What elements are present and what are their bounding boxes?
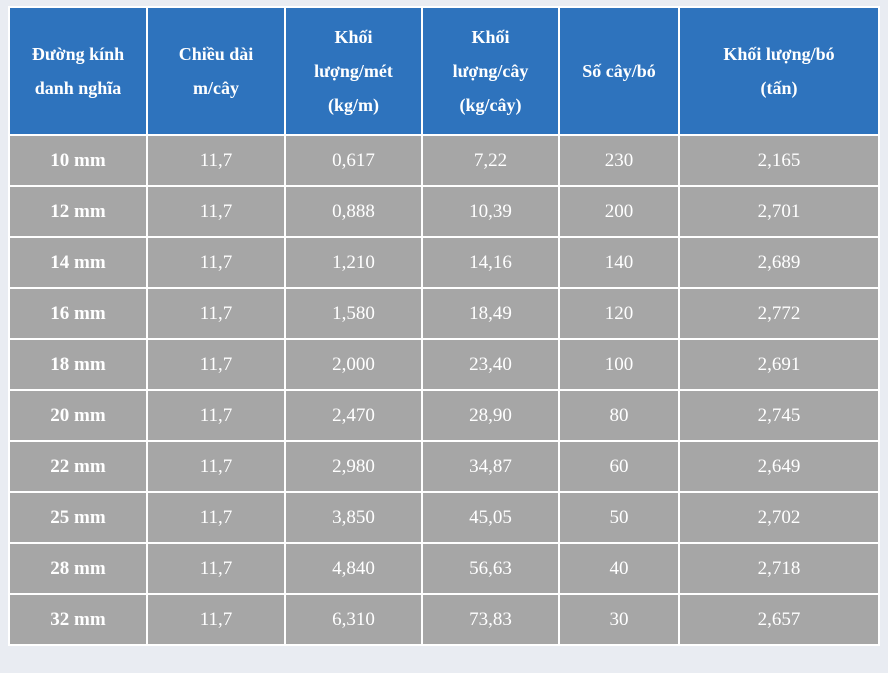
cell-diameter: 25 mm (8, 491, 148, 544)
cell-diameter: 10 mm (8, 134, 148, 187)
cell-weight-per-bar: 45,05 (421, 491, 560, 544)
header-nominal-diameter: Đường kính danh nghĩa (8, 6, 148, 136)
cell-bars-per-bundle: 230 (558, 134, 680, 187)
cell-length: 11,7 (146, 389, 286, 442)
table-row: 28 mm 11,7 4,840 56,63 40 2,718 (8, 542, 880, 595)
cell-diameter: 14 mm (8, 236, 148, 289)
header-line: Khối lượng/bó (723, 44, 835, 64)
cell-bars-per-bundle: 40 (558, 542, 680, 595)
cell-length: 11,7 (146, 440, 286, 493)
table-row: 22 mm 11,7 2,980 34,87 60 2,649 (8, 440, 880, 493)
cell-length: 11,7 (146, 491, 286, 544)
cell-diameter: 12 mm (8, 185, 148, 238)
cell-weight-per-bar: 23,40 (421, 338, 560, 391)
cell-length: 11,7 (146, 185, 286, 238)
cell-weight-per-bundle: 2,657 (678, 593, 880, 646)
cell-length: 11,7 (146, 542, 286, 595)
header-line: (tấn) (760, 78, 798, 98)
table-row: 10 mm 11,7 0,617 7,22 230 2,165 (8, 134, 880, 187)
cell-length: 11,7 (146, 338, 286, 391)
cell-weight-per-bundle: 2,745 (678, 389, 880, 442)
cell-weight-per-bar: 14,16 (421, 236, 560, 289)
cell-weight-per-bar: 7,22 (421, 134, 560, 187)
cell-weight-per-meter: 2,980 (284, 440, 423, 493)
cell-weight-per-meter: 3,850 (284, 491, 423, 544)
cell-weight-per-bundle: 2,691 (678, 338, 880, 391)
cell-diameter: 22 mm (8, 440, 148, 493)
cell-weight-per-meter: 1,210 (284, 236, 423, 289)
header-line: Khối (471, 27, 510, 47)
header-line: m/cây (193, 78, 239, 98)
cell-weight-per-bundle: 2,701 (678, 185, 880, 238)
cell-bars-per-bundle: 140 (558, 236, 680, 289)
header-line: (kg/cây) (459, 95, 522, 115)
cell-length: 11,7 (146, 236, 286, 289)
cell-diameter: 28 mm (8, 542, 148, 595)
cell-bars-per-bundle: 30 (558, 593, 680, 646)
cell-weight-per-bar: 10,39 (421, 185, 560, 238)
header-line: Số cây/bó (582, 61, 656, 81)
cell-weight-per-bundle: 2,772 (678, 287, 880, 340)
cell-diameter: 20 mm (8, 389, 148, 442)
cell-weight-per-bar: 73,83 (421, 593, 560, 646)
table-row: 18 mm 11,7 2,000 23,40 100 2,691 (8, 338, 880, 391)
cell-weight-per-bundle: 2,718 (678, 542, 880, 595)
header-weight-per-bar: Khối lượng/cây (kg/cây) (421, 6, 560, 136)
table-row: 12 mm 11,7 0,888 10,39 200 2,701 (8, 185, 880, 238)
cell-bars-per-bundle: 120 (558, 287, 680, 340)
table-row: 25 mm 11,7 3,850 45,05 50 2,702 (8, 491, 880, 544)
cell-length: 11,7 (146, 287, 286, 340)
cell-weight-per-bar: 34,87 (421, 440, 560, 493)
rebar-weight-table: Đường kính danh nghĩa Chiều dài m/cây Khối lư… (8, 6, 880, 646)
header-line: Khối (334, 27, 373, 47)
header-line: (kg/m) (328, 95, 379, 115)
table-row: 32 mm 11,7 6,310 73,83 30 2,657 (8, 593, 880, 646)
cell-bars-per-bundle: 60 (558, 440, 680, 493)
header-line: lượng/cây (452, 61, 529, 81)
cell-diameter: 32 mm (8, 593, 148, 646)
cell-weight-per-meter: 0,617 (284, 134, 423, 187)
header-row: Đường kính danh nghĩa Chiều dài m/cây Khối lư… (8, 6, 880, 136)
cell-weight-per-bundle: 2,649 (678, 440, 880, 493)
cell-bars-per-bundle: 80 (558, 389, 680, 442)
cell-weight-per-bundle: 2,702 (678, 491, 880, 544)
cell-bars-per-bundle: 50 (558, 491, 680, 544)
cell-bars-per-bundle: 200 (558, 185, 680, 238)
cell-diameter: 16 mm (8, 287, 148, 340)
cell-weight-per-bundle: 2,689 (678, 236, 880, 289)
header-line: Chiều dài (178, 44, 254, 64)
header-line: danh nghĩa (34, 78, 122, 98)
cell-length: 11,7 (146, 593, 286, 646)
cell-weight-per-bar: 18,49 (421, 287, 560, 340)
cell-weight-per-bar: 28,90 (421, 389, 560, 442)
cell-weight-per-meter: 6,310 (284, 593, 423, 646)
cell-weight-per-meter: 4,840 (284, 542, 423, 595)
cell-diameter: 18 mm (8, 338, 148, 391)
table-row: 14 mm 11,7 1,210 14,16 140 2,689 (8, 236, 880, 289)
cell-weight-per-meter: 1,580 (284, 287, 423, 340)
cell-weight-per-meter: 2,470 (284, 389, 423, 442)
cell-weight-per-bundle: 2,165 (678, 134, 880, 187)
cell-weight-per-meter: 0,888 (284, 185, 423, 238)
cell-weight-per-bar: 56,63 (421, 542, 560, 595)
cell-weight-per-meter: 2,000 (284, 338, 423, 391)
header-line: lượng/mét (314, 61, 393, 81)
cell-length: 11,7 (146, 134, 286, 187)
header-weight-per-meter: Khối lượng/mét (kg/m) (284, 6, 423, 136)
table-body: 10 mm 11,7 0,617 7,22 230 2,165 12 mm 11,7 0,888… (8, 134, 880, 646)
table-row: 20 mm 11,7 2,470 28,90 80 2,745 (8, 389, 880, 442)
header-bars-per-bundle: Số cây/bó (558, 6, 680, 136)
table-row: 16 mm 11,7 1,580 18,49 120 2,772 (8, 287, 880, 340)
header-length: Chiều dài m/cây (146, 6, 286, 136)
header-line: Đường kính (31, 44, 125, 64)
header-weight-per-bundle: Khối lượng/bó (tấn) (678, 6, 880, 136)
cell-bars-per-bundle: 100 (558, 338, 680, 391)
